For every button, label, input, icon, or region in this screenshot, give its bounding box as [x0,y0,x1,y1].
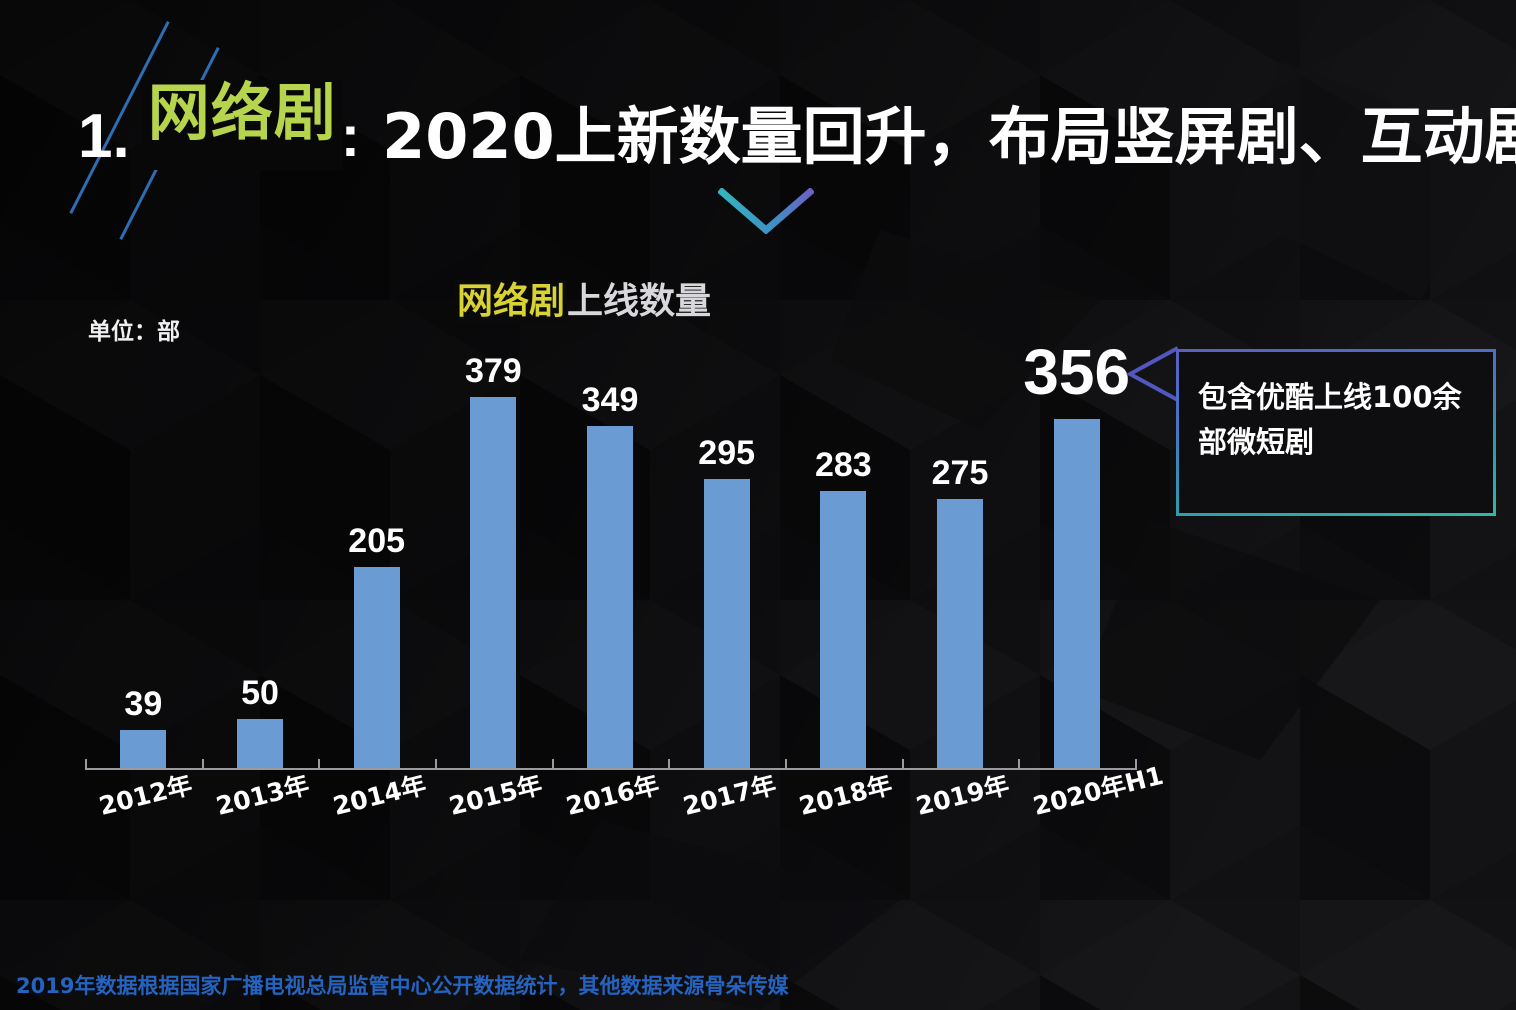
bar-value-label: 275 [931,453,989,492]
callout-text: 包含优酷上线100余部微短剧 [1198,380,1462,459]
x-axis-label: 2016年 [563,769,663,821]
chart-title: 网络剧上线数量 [455,272,711,324]
x-axis-tick [668,759,671,770]
x-axis-label: 2012年 [96,769,196,821]
footer-source-note: 2019年数据根据国家广播电视总局监管中心公开数据统计，其他数据来源骨朵传媒 [16,974,789,998]
x-axis-tick [1018,759,1021,770]
chart-title-rest: 上线数量 [567,281,712,322]
x-axis-label: 2019年 [913,769,1013,821]
bar-chart-plot-area: 39 50 205 379 349 295 283 275 356 [85,330,1137,770]
title-colon: : [340,104,361,169]
x-axis-tick [85,759,87,770]
unit-label: 单位：部 [88,319,180,345]
bar[interactable] [820,490,867,768]
bar-value-label: 205 [348,522,406,561]
x-axis-tick [435,759,437,770]
x-axis-label: 2014年 [329,769,429,821]
title-highlight-text: 网络剧 [147,76,337,149]
x-axis-tick [785,759,787,770]
slide-title: 1. 网络剧 : 2020上新数量回升，布局竖屏剧、互动剧 [78,80,1516,170]
title-rest-text: 2020上新数量回升，布局竖屏剧、互动剧 [382,100,1516,173]
bar[interactable] [1053,419,1100,768]
bar[interactable] [353,567,400,768]
x-axis-tick [551,759,554,770]
x-axis-label: 2017年 [679,769,779,821]
x-axis-label: 2015年 [446,769,546,821]
bar-value-label: 349 [581,380,639,419]
x-axis-tick [318,759,321,770]
callout-box: 包含优酷上线100余部微短剧 [1125,346,1496,516]
title-highlight-block: 网络剧 [141,80,343,170]
x-axis-tick [901,759,904,770]
callout-arrow-left-icon [1125,346,1179,402]
title-number: 1. [78,102,130,171]
chart-title-highlight: 网络剧 [455,280,568,323]
chevron-down-icon [718,188,814,234]
bar[interactable] [120,729,167,768]
x-axis-line [85,768,1135,770]
x-axis-label: 2018年 [796,769,896,821]
bar[interactable] [237,719,283,768]
bar[interactable] [470,396,517,768]
bar[interactable] [703,478,750,768]
bar-value-label: 50 [241,674,279,712]
bar[interactable] [587,425,633,768]
x-axis-label: 2013年 [213,769,313,821]
bar[interactable] [937,498,983,768]
x-axis-tick [201,759,204,770]
